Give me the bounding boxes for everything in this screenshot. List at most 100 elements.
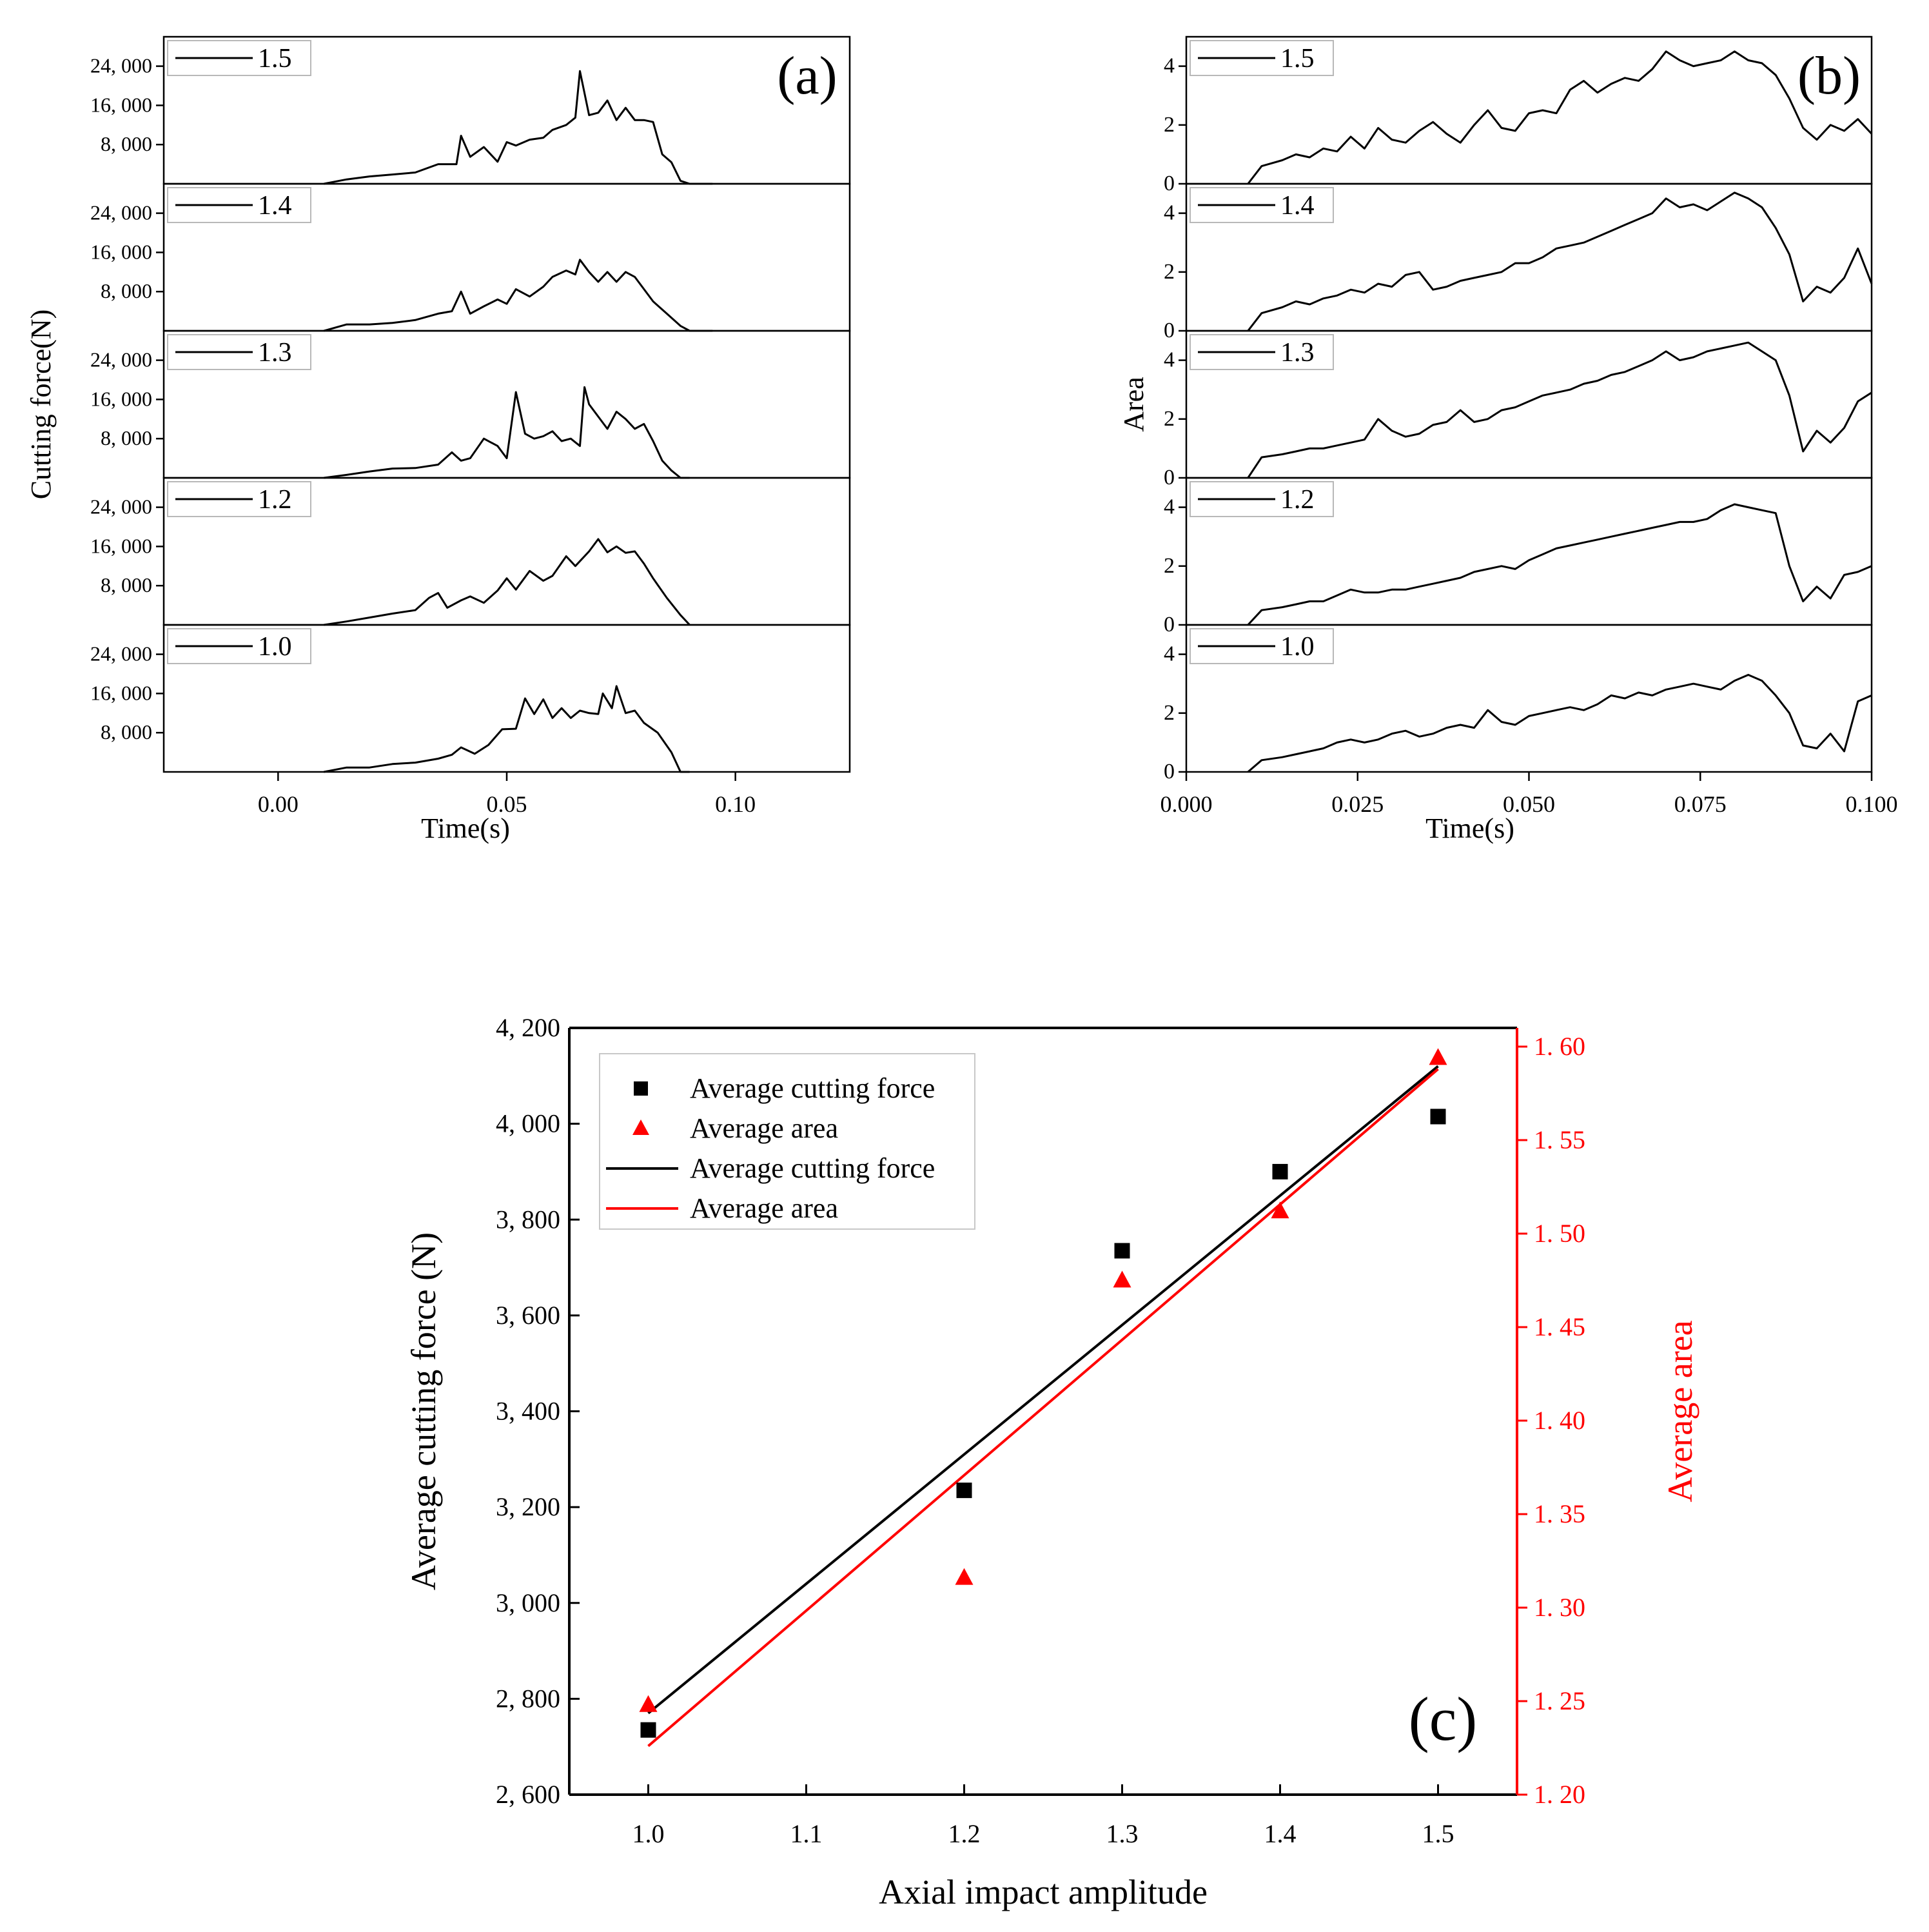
right-y-tick-label: 1. 20 bbox=[1534, 1780, 1585, 1809]
legend-swatch-square bbox=[634, 1081, 648, 1096]
marker-average-area bbox=[1113, 1270, 1131, 1288]
left-y-tick-label: 2, 600 bbox=[496, 1780, 560, 1809]
y-tick-label: 4 bbox=[1164, 642, 1175, 666]
legend-box bbox=[599, 1053, 975, 1230]
y-tick-label: 2 bbox=[1164, 701, 1175, 725]
y-tick-label: 2 bbox=[1164, 554, 1175, 578]
legend-label: 1.2 bbox=[258, 485, 292, 515]
right-y-tick-label: 1. 35 bbox=[1534, 1499, 1585, 1528]
marker-average-cutting-force bbox=[1430, 1109, 1446, 1125]
y-tick-label: 4 bbox=[1164, 201, 1175, 225]
y-tick-label: 24, 000 bbox=[90, 495, 152, 518]
x-tick-label: 0.10 bbox=[715, 791, 756, 817]
y-tick-label: 16, 000 bbox=[90, 534, 152, 557]
legend-label: 1.3 bbox=[258, 338, 292, 368]
fit-line-average-area bbox=[647, 1068, 1439, 1748]
y-tick-label: 4 bbox=[1164, 54, 1175, 78]
marker-average-area bbox=[955, 1568, 974, 1585]
left-y-tick-label: 3, 000 bbox=[496, 1588, 560, 1617]
y-tick-label: 24, 000 bbox=[90, 54, 152, 77]
fit-line-average-cutting-force bbox=[647, 1065, 1439, 1715]
x-tick-label: 1.0 bbox=[632, 1819, 665, 1848]
x-tick-label: 0.075 bbox=[1674, 791, 1727, 817]
y-tick-label: 0 bbox=[1164, 319, 1175, 342]
x-tick-label: 1.5 bbox=[1422, 1819, 1454, 1848]
legend-label: 1.4 bbox=[258, 191, 292, 221]
x-tick-label: 0.05 bbox=[487, 791, 527, 817]
x-axis-title: Axial impact amplitude bbox=[879, 1873, 1208, 1911]
series-line-1-0 bbox=[1247, 674, 1872, 773]
right-y-axis-title: Average area bbox=[1661, 1320, 1699, 1502]
left-y-tick-label: 2, 800 bbox=[496, 1684, 560, 1713]
panel-a-cutting-force: 8, 000 16, 000 24, 000 1.5 8, 000 16, 000 24, … bbox=[25, 35, 851, 844]
x-tick-label: 1.4 bbox=[1264, 1819, 1297, 1848]
series-line-1-3 bbox=[324, 386, 690, 479]
right-y-tick-label: 1. 30 bbox=[1534, 1593, 1585, 1622]
x-tick-label: 0.100 bbox=[1846, 791, 1898, 817]
marker-average-cutting-force bbox=[1272, 1163, 1288, 1179]
legend-label: Average cutting force bbox=[690, 1072, 935, 1104]
marker-average-cutting-force bbox=[1114, 1243, 1130, 1259]
y-tick-label: 16, 000 bbox=[90, 387, 152, 410]
right-y-tick-label: 1. 55 bbox=[1534, 1125, 1585, 1154]
marker-average-cutting-force bbox=[640, 1722, 656, 1738]
y-axis-title: Area bbox=[1118, 377, 1150, 432]
y-tick-label: 0 bbox=[1164, 760, 1175, 784]
legend-swatch-triangle bbox=[632, 1119, 649, 1135]
series-line-1-5 bbox=[324, 70, 713, 185]
y-tick-label: 24, 000 bbox=[90, 348, 152, 371]
y-tick-label: 4 bbox=[1164, 348, 1175, 372]
x-tick-label: 0.00 bbox=[258, 791, 299, 817]
y-tick-label: 24, 000 bbox=[90, 201, 152, 224]
x-tick-label: 1.3 bbox=[1106, 1819, 1139, 1848]
y-tick-label: 8, 000 bbox=[101, 573, 152, 596]
right-y-tick-label: 1. 25 bbox=[1534, 1686, 1585, 1715]
legend-label: 1.5 bbox=[258, 44, 292, 74]
y-tick-label: 16, 000 bbox=[90, 240, 152, 263]
left-y-tick-label: 3, 800 bbox=[496, 1205, 560, 1234]
marker-average-area bbox=[1271, 1201, 1289, 1219]
series-line-1-3 bbox=[1247, 341, 1872, 478]
right-y-tick-label: 1. 40 bbox=[1534, 1406, 1585, 1435]
y-tick-label: 2 bbox=[1164, 260, 1175, 284]
series-line-1-4 bbox=[323, 259, 713, 332]
legend-label: Average area bbox=[690, 1192, 838, 1224]
left-y-tick-label: 4, 000 bbox=[496, 1109, 560, 1138]
x-axis-title: Time(s) bbox=[421, 813, 510, 844]
marker-average-cutting-force bbox=[956, 1483, 972, 1499]
series-line-1-4 bbox=[1247, 192, 1873, 331]
right-y-tick-label: 1. 45 bbox=[1534, 1312, 1585, 1341]
y-tick-label: 0 bbox=[1164, 466, 1175, 489]
left-y-tick-label: 3, 400 bbox=[496, 1397, 560, 1426]
x-tick-label: 0.000 bbox=[1160, 791, 1213, 817]
y-tick-label: 24, 000 bbox=[90, 642, 152, 665]
series-line-1-5 bbox=[1247, 50, 1873, 184]
legend-label: 1.0 bbox=[1280, 632, 1315, 662]
legend-label: 1.2 bbox=[1280, 485, 1315, 515]
series-line-1-2 bbox=[324, 538, 690, 626]
left-y-axis-title: Average cutting force (N) bbox=[404, 1232, 443, 1590]
panel-label: (a) bbox=[777, 46, 837, 106]
x-tick-label: 1.2 bbox=[948, 1819, 981, 1848]
legend-label: Average cutting force bbox=[690, 1152, 935, 1184]
x-tick-label: 0.025 bbox=[1331, 791, 1384, 817]
left-y-tick-label: 4, 200 bbox=[496, 1013, 560, 1042]
x-tick-label: 1.1 bbox=[790, 1819, 823, 1848]
legend-label: 1.3 bbox=[1280, 338, 1315, 368]
y-tick-label: 0 bbox=[1164, 172, 1175, 195]
marker-average-area bbox=[639, 1695, 658, 1712]
legend-label: Average area bbox=[690, 1112, 838, 1144]
y-tick-label: 4 bbox=[1164, 495, 1175, 519]
x-axis-title: Time(s) bbox=[1425, 813, 1514, 844]
y-tick-label: 8, 000 bbox=[101, 426, 152, 449]
panel-label: (b) bbox=[1797, 46, 1861, 106]
y-tick-label: 8, 000 bbox=[101, 279, 152, 302]
y-tick-label: 2 bbox=[1164, 407, 1175, 431]
y-tick-label: 0 bbox=[1164, 613, 1175, 636]
y-tick-label: 16, 000 bbox=[90, 93, 152, 116]
y-axis-title: Cutting force(N) bbox=[25, 310, 57, 499]
right-y-tick-label: 1. 60 bbox=[1534, 1032, 1585, 1061]
series-line-1-2 bbox=[1247, 503, 1872, 626]
legend-label: 1.4 bbox=[1280, 191, 1315, 221]
